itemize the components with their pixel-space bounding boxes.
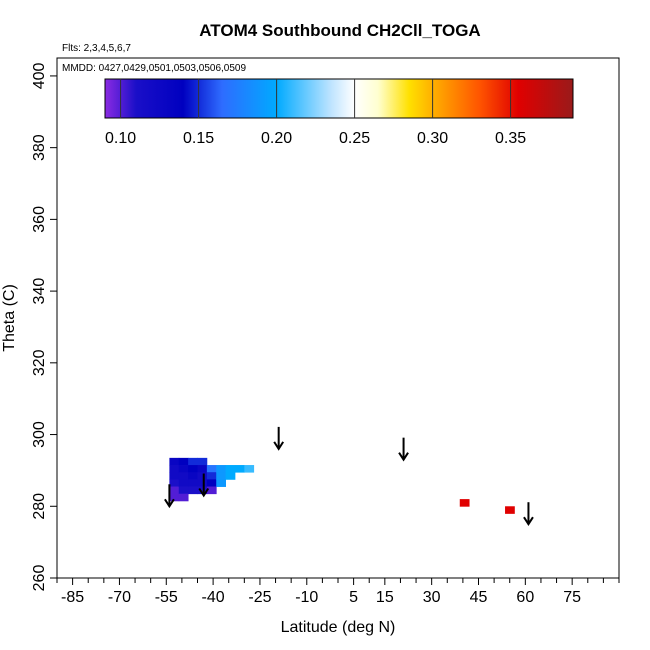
x-tick-label: 75 xyxy=(563,589,581,606)
data-cell xyxy=(169,465,180,473)
data-cell xyxy=(188,472,198,480)
data-cell xyxy=(178,479,189,487)
data-cell xyxy=(169,479,180,487)
y-tick-label: 300 xyxy=(31,421,48,448)
data-cell xyxy=(206,486,217,495)
x-tick-label: 60 xyxy=(516,589,534,606)
y-tick-label: 260 xyxy=(31,565,48,592)
data-cell xyxy=(505,506,515,514)
data-cell xyxy=(197,479,208,487)
southbound-arrow xyxy=(198,473,210,498)
data-cell xyxy=(188,479,198,487)
y-tick-label: 320 xyxy=(31,349,48,376)
data-cell xyxy=(244,465,255,473)
data-cell xyxy=(197,457,208,466)
data-cell xyxy=(206,479,217,487)
y-tick-label: 280 xyxy=(31,493,48,520)
data-cell xyxy=(178,472,189,480)
colorbar-tick-label: 0.10 xyxy=(105,130,136,147)
southbound-arrow xyxy=(164,484,175,509)
data-cell xyxy=(206,472,217,480)
data-cell xyxy=(178,486,189,495)
colorbar-tick-label: 0.15 xyxy=(183,130,214,147)
data-cell xyxy=(169,457,180,466)
data-cell xyxy=(188,457,198,466)
flight-arrows xyxy=(164,426,534,527)
plot-frame xyxy=(56,57,620,579)
colorbar-tick-label: 0.35 xyxy=(495,130,526,147)
x-axis: -85 -70 -55 -40 -25 -10 5 15 30 45 60 75 xyxy=(56,578,620,606)
data-cell xyxy=(216,472,226,480)
data-cell xyxy=(225,472,236,480)
data-cell xyxy=(234,465,245,473)
x-tick-label: -85 xyxy=(61,589,84,606)
data-cell xyxy=(225,465,236,473)
x-axis-label: Latitude (deg N) xyxy=(281,619,396,636)
southbound-arrow xyxy=(398,437,409,462)
data-cell xyxy=(178,465,189,473)
data-cell xyxy=(188,486,198,495)
x-tick-label: -55 xyxy=(155,589,178,606)
data-cell xyxy=(459,499,470,507)
y-axis-label: Theta (C) xyxy=(1,284,18,352)
colorbar xyxy=(104,78,574,119)
y-axis: 260 280 300 320 340 360 380 400 xyxy=(31,62,57,591)
flights-note: Flts: 2,3,4,5,6,7 xyxy=(62,43,131,54)
y-tick-label: 360 xyxy=(31,206,48,233)
x-tick-label: -25 xyxy=(248,589,271,606)
data-cell xyxy=(216,479,226,487)
data-cell xyxy=(197,465,208,473)
colorbar-tick-label: 0.25 xyxy=(339,130,370,147)
data-cells xyxy=(169,457,515,514)
colorbar-ticks: 0.10 0.15 0.20 0.25 0.30 0.35 xyxy=(105,79,526,147)
x-tick-label: 15 xyxy=(376,589,394,606)
data-cell xyxy=(178,493,189,502)
data-cell xyxy=(197,472,208,480)
southbound-arrow xyxy=(273,426,285,451)
colorbar-tick-label: 0.30 xyxy=(417,130,448,147)
x-tick-label: -10 xyxy=(295,589,318,606)
y-tick-label: 400 xyxy=(31,62,48,89)
dates-note: MMDD: 0427,0429,0501,0503,0506,0509 xyxy=(62,63,246,74)
southbound-arrow xyxy=(523,502,534,527)
x-tick-label: -40 xyxy=(202,589,225,606)
chart-title: ATOM4 Southbound CH2Cll_TOGA xyxy=(199,21,480,40)
y-tick-label: 380 xyxy=(31,134,48,161)
data-cell xyxy=(197,486,208,495)
colorbar-tick-label: 0.20 xyxy=(261,130,292,147)
data-cell xyxy=(216,465,226,473)
x-tick-label: 45 xyxy=(470,589,488,606)
data-cell xyxy=(169,472,180,480)
x-tick-label: 30 xyxy=(423,589,441,606)
data-cell xyxy=(169,493,180,502)
x-tick-label: 5 xyxy=(349,589,358,606)
data-cell xyxy=(178,457,189,466)
x-tick-label: -70 xyxy=(108,589,131,606)
data-cell xyxy=(188,465,198,473)
data-cell xyxy=(206,465,217,473)
data-cell xyxy=(169,486,180,495)
y-tick-label: 340 xyxy=(31,278,48,305)
